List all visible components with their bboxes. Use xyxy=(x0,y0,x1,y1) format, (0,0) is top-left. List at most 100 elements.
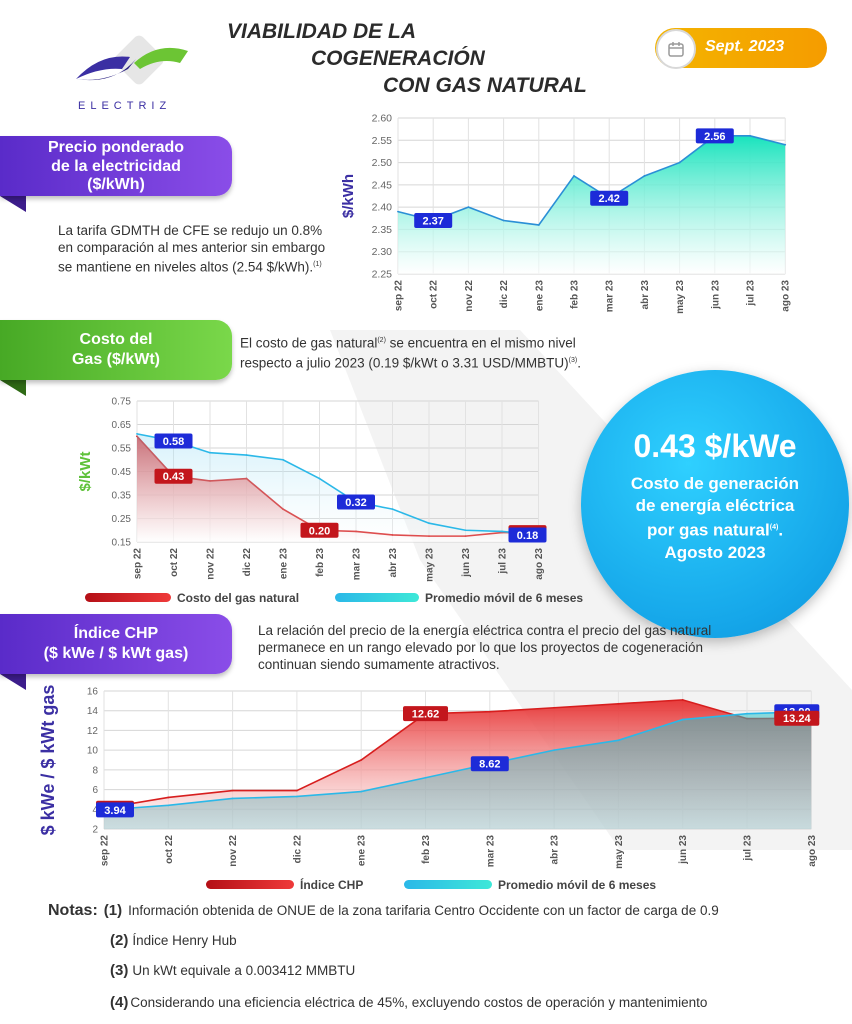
y-tick-label: 2.55 xyxy=(372,135,393,147)
x-tick-label: mar 23 xyxy=(352,548,363,581)
data-point xyxy=(488,710,491,713)
chp-description: La relación del precio de la energía elé… xyxy=(258,623,712,672)
x-tick-label: ago 23 xyxy=(807,835,818,867)
x-tick-label: may 23 xyxy=(614,835,625,869)
data-point xyxy=(617,739,620,742)
x-tick-label: oct 22 xyxy=(429,280,440,309)
data-point xyxy=(681,718,684,721)
series-area-1 xyxy=(104,711,812,829)
x-tick-label: mar 23 xyxy=(605,280,616,313)
x-tick-label: nov 22 xyxy=(206,548,217,580)
data-label-box xyxy=(774,710,820,726)
data-label: 2.37 xyxy=(422,216,443,228)
data-label: 0.18 xyxy=(517,530,538,542)
note-text: Índice Henry Hub xyxy=(132,933,237,948)
data-point xyxy=(643,175,646,177)
circle-line-3: por gas natural xyxy=(646,520,770,540)
x-tick-label: jul 23 xyxy=(743,835,754,862)
ribbon-line-2: Gas ($/kWt) xyxy=(71,351,160,368)
data-label: 3.94 xyxy=(104,805,126,817)
y-tick-label: 0.75 xyxy=(112,397,132,408)
data-label-box xyxy=(300,522,339,538)
y-tick-label: 2.50 xyxy=(372,157,393,169)
y-tick-label: 0.35 xyxy=(112,491,132,502)
ribbon-line-3: ($/kWh) xyxy=(87,176,145,193)
chp-index-chart: 2 4 6 8 10 12 14 16 sep 22 oct 22 nov 22 dic 22 ene … xyxy=(38,685,820,892)
data-label: 2.56 xyxy=(704,131,725,143)
legend-label: Promedio móvil de 6 meses xyxy=(498,878,656,892)
data-point xyxy=(678,161,681,164)
data-label: 0.43 xyxy=(163,471,184,483)
data-point xyxy=(391,508,394,510)
ribbon-chp-index: Índice CHP ($ kWe / $ kWt gas) xyxy=(0,614,232,674)
data-label-box xyxy=(695,128,734,144)
x-tick-label: oct 22 xyxy=(164,835,175,864)
gas-text-c: . xyxy=(577,355,581,370)
data-label-box xyxy=(414,213,453,229)
data-point xyxy=(209,451,211,454)
data-point xyxy=(681,698,684,701)
note-text: Un kWt equivale a 0.003412 MMBTU xyxy=(132,963,356,978)
ribbon-line-1: Costo del xyxy=(79,331,153,348)
title-line-1: VIABILIDAD DE LA xyxy=(227,20,416,43)
note-text: Considerando una eficiencia eléctrica de… xyxy=(130,995,708,1010)
legend-label: Costo del gas natural xyxy=(177,591,299,605)
ribbon-fold xyxy=(0,380,26,396)
x-tick-label: jul 23 xyxy=(746,280,757,307)
data-point xyxy=(502,219,505,222)
ribbon-line-1: Precio ponderado xyxy=(47,139,185,156)
y-tick-label: 8 xyxy=(92,765,98,776)
brand-name: ELECTRIZ xyxy=(78,100,172,112)
series-line-1 xyxy=(103,710,812,811)
data-point xyxy=(784,143,787,146)
data-point xyxy=(296,789,298,792)
x-tick-label: abr 23 xyxy=(550,835,561,865)
data-label: 13.24 xyxy=(783,713,811,725)
x-tick-label: nov 22 xyxy=(228,835,239,867)
x-tick-label: ene 23 xyxy=(279,548,290,580)
y-tick-label: 14 xyxy=(87,706,99,717)
data-point xyxy=(553,749,555,752)
y-tick-label: 2.35 xyxy=(372,224,393,236)
x-tick-label: feb 23 xyxy=(315,548,326,577)
data-label-box xyxy=(590,190,629,206)
data-point xyxy=(167,796,170,799)
gas-text-a: El costo de gas natural xyxy=(240,335,378,351)
x-tick-label: nov 22 xyxy=(464,280,475,312)
gas-description: El costo de gas natural(2) se encuentra … xyxy=(240,332,630,371)
data-label-box xyxy=(508,527,547,543)
data-label: 8.62 xyxy=(479,759,500,771)
brand-logo: ELECTRIZ xyxy=(70,35,195,115)
x-tick-label: feb 23 xyxy=(570,280,581,309)
data-label: 0.58 xyxy=(163,436,184,448)
data-label: 12.62 xyxy=(412,709,440,721)
data-point xyxy=(245,454,248,456)
data-point xyxy=(231,789,234,792)
data-label-box xyxy=(403,706,448,722)
data-point xyxy=(136,433,138,435)
y-tick-label: 4 xyxy=(92,805,98,816)
data-point xyxy=(467,206,470,209)
y-axis-title: $/kWt xyxy=(77,451,94,491)
y-tick-label: 2 xyxy=(92,825,98,836)
electricity-description: La tarifa GDMTH de CFE se redujo un 0.8%… xyxy=(58,222,328,276)
note-text: Información obtenida de ONUE de la zona … xyxy=(128,903,719,918)
circle-ref-suffix: . xyxy=(778,520,784,540)
note-number: (4) xyxy=(110,994,129,1011)
x-tick-label: jun 23 xyxy=(461,548,472,578)
x-tick-label: dic 22 xyxy=(499,280,510,309)
legend-swatch xyxy=(85,593,171,602)
data-point xyxy=(617,702,620,705)
calendar-icon xyxy=(656,29,696,69)
data-point xyxy=(573,175,575,177)
title-line-2: COGENERACIÓN xyxy=(311,47,485,70)
series-line-0 xyxy=(103,699,812,809)
data-point xyxy=(296,795,298,798)
gas-cost-chart: 0.15 0.25 0.35 0.45 0.55 0.65 0.75 sep 22 oct 22… xyxy=(77,397,583,606)
data-point xyxy=(282,458,284,461)
data-point xyxy=(360,759,363,761)
y-tick-label: 2.30 xyxy=(372,246,393,258)
x-tick-label: sep 22 xyxy=(394,280,405,312)
y-tick-label: 6 xyxy=(92,785,98,796)
ribbon-line-1: Índice CHP xyxy=(73,625,159,642)
